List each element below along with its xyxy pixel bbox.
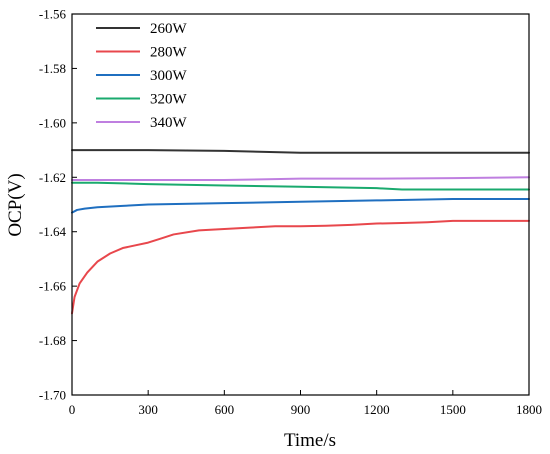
- y-tick-label: -1.66: [39, 279, 67, 294]
- series-line-300w: [71, 198, 530, 214]
- x-tick-label: 1500: [440, 402, 466, 417]
- legend-label-340w: 340W: [150, 115, 188, 131]
- y-axis-title: OCP(V): [5, 173, 26, 236]
- x-tick-label: 0: [69, 402, 76, 417]
- x-tick-label: 900: [291, 402, 311, 417]
- x-tick-label: 300: [138, 402, 158, 417]
- x-tick-label: 1200: [364, 402, 390, 417]
- legend-label-280w: 280W: [150, 45, 188, 61]
- legend-label-260w: 260W: [150, 21, 188, 37]
- y-tick-label: -1.58: [39, 61, 66, 76]
- x-tick-label: 600: [215, 402, 235, 417]
- ticks-layer: 0 300 600 900 1200 1500 1800 -1.70 -1.68 -1.66 -1.…: [39, 7, 542, 418]
- series-line-320w: [71, 181, 530, 191]
- legend-label-300w: 300W: [150, 68, 188, 84]
- x-axis-title: Time/s: [284, 430, 336, 451]
- y-tick-label: -1.62: [39, 170, 66, 185]
- series-line-260w: [71, 149, 530, 154]
- legend: 260W 280W 300W 320W 340W: [96, 21, 188, 131]
- legend-label-320w: 320W: [150, 92, 188, 108]
- y-tick-label: -1.64: [39, 224, 67, 239]
- series-line-340w: [71, 176, 530, 182]
- y-tick-label: -1.70: [39, 388, 66, 403]
- y-tick-label: -1.56: [39, 7, 67, 22]
- x-tick-label: 1800: [516, 402, 542, 417]
- series-layer: [71, 149, 530, 315]
- y-tick-label: -1.68: [39, 333, 66, 348]
- y-tick-label: -1.60: [39, 115, 66, 130]
- series-line-280w: [71, 219, 530, 315]
